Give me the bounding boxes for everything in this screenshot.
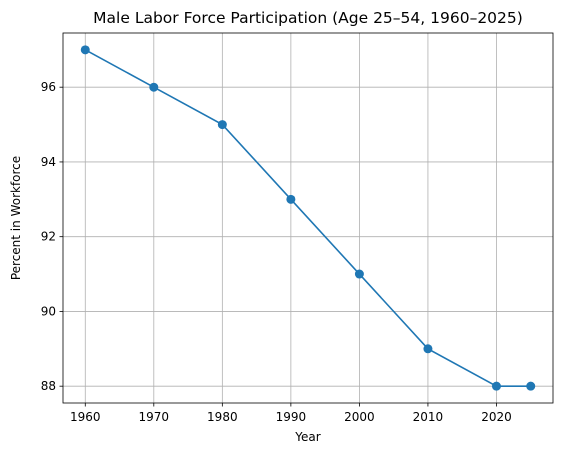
y-tick-label: 96 bbox=[41, 80, 56, 94]
tick-group: 1960 1970 1980 1990 2000 2010 2020 88 90 92 94 96 bbox=[41, 80, 512, 424]
x-tick-label: 1990 bbox=[276, 410, 307, 424]
y-tick-label: 88 bbox=[41, 379, 56, 393]
x-tick-label: 2020 bbox=[481, 410, 512, 424]
x-tick-label: 1960 bbox=[70, 410, 101, 424]
series-line bbox=[84, 49, 531, 387]
data-point bbox=[286, 194, 296, 204]
y-tick-label: 94 bbox=[41, 155, 56, 169]
x-tick-label: 2010 bbox=[413, 410, 444, 424]
x-tick-label: 1980 bbox=[207, 410, 238, 424]
data-point bbox=[491, 381, 501, 391]
data-point bbox=[423, 344, 433, 354]
x-tick-label: 2000 bbox=[344, 410, 375, 424]
data-point bbox=[354, 269, 364, 279]
series-group bbox=[80, 45, 536, 391]
data-point bbox=[217, 120, 227, 130]
data-point bbox=[80, 45, 90, 55]
x-tick-label: 1970 bbox=[139, 410, 170, 424]
x-axis-label: Year bbox=[294, 430, 320, 444]
chart-title: Male Labor Force Participation (Age 25–5… bbox=[93, 9, 523, 27]
grid-lines bbox=[63, 33, 553, 403]
plot-frame bbox=[62, 32, 554, 404]
data-point bbox=[149, 82, 159, 92]
y-tick-label: 90 bbox=[41, 304, 56, 318]
y-axis-label: Percent in Workforce bbox=[9, 156, 23, 280]
data-point bbox=[526, 381, 536, 391]
y-tick-label: 92 bbox=[41, 230, 56, 244]
